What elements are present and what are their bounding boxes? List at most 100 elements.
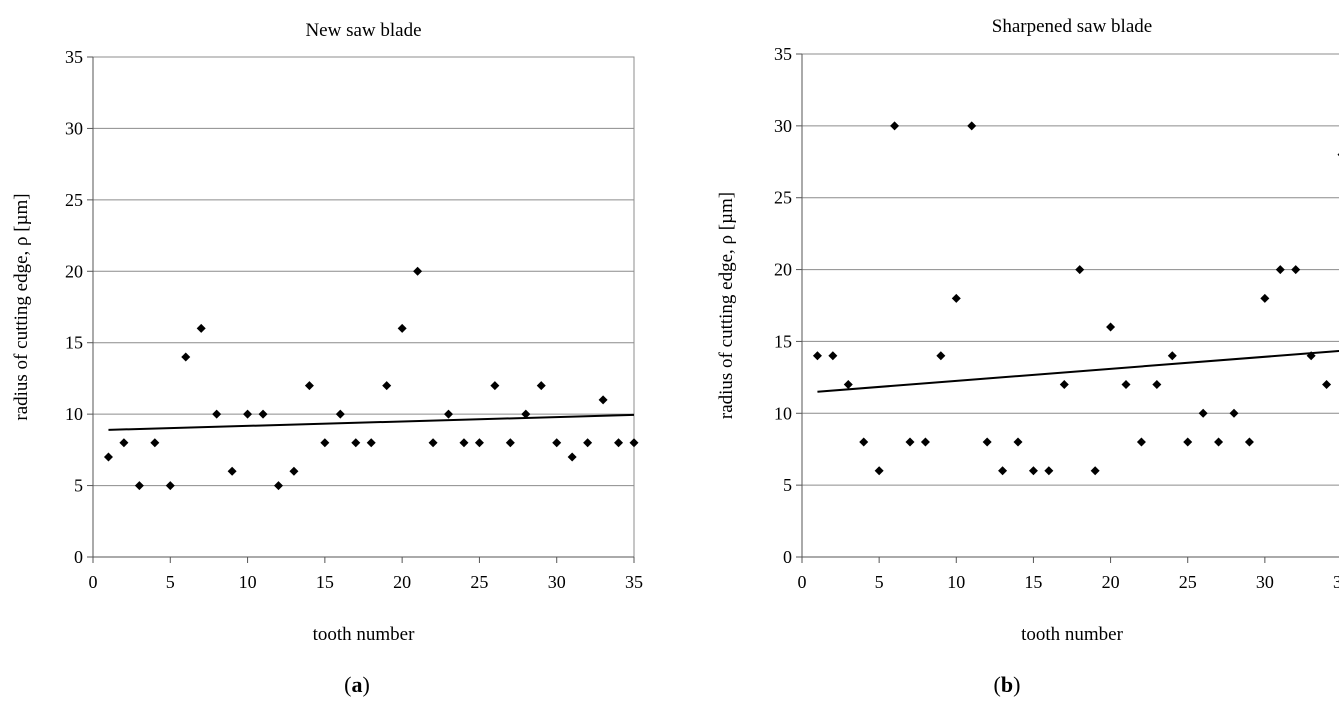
chart-a-data-point-16 — [335, 409, 345, 419]
chart-b-data-point-22 — [1136, 437, 1146, 447]
chart-a-y-tick-label: 5 — [74, 476, 83, 496]
chart-panel-a: 0 5 10 15 20 25 30 35 0 5 10 15 20 25 30 35 New saw blad… — [0, 0, 669, 716]
chart-b-data-point-30 — [1260, 293, 1270, 303]
chart-a-x-tick-label: 25 — [470, 572, 488, 592]
chart-b-data-point-27 — [1214, 437, 1224, 447]
chart-b-trendline — [817, 350, 1339, 393]
chart-a-data-point-3 — [134, 481, 144, 491]
chart-a-y-tick-label: 30 — [65, 118, 83, 138]
chart-b-data-point-18 — [1075, 265, 1085, 275]
chart-b-title: Sharpened saw blade — [992, 16, 1152, 37]
chart-a-data-point-23 — [444, 409, 454, 419]
chart-b-data-point-32 — [1291, 265, 1301, 275]
chart-a-data-point-6 — [181, 352, 191, 362]
chart-b-data-point-8 — [920, 437, 930, 447]
chart-b-data-point-23 — [1152, 380, 1162, 390]
chart-b-y-tick-label: 30 — [774, 116, 792, 136]
chart-a-data-point-17 — [351, 438, 361, 448]
chart-b-data-point-31 — [1275, 265, 1285, 275]
panel-letter-a: a — [351, 672, 363, 697]
chart-a-x-axis-label: tooth number — [313, 624, 416, 645]
chart-b-data-point-12 — [982, 437, 992, 447]
chart-b-x-tick-label: 10 — [947, 572, 965, 592]
chart-b-data-point-33 — [1306, 351, 1316, 361]
chart-b-data-point-14 — [1013, 437, 1023, 447]
scatter-chart-new-saw-blade: 0 5 10 15 20 25 30 35 0 5 10 15 20 25 30 35 New saw blad… — [11, 20, 643, 645]
chart-a-x-tick-label: 20 — [393, 572, 411, 592]
chart-b-data-point-34 — [1322, 380, 1332, 390]
chart-a-data-point-12 — [273, 481, 283, 491]
chart-b-data-point-16 — [1044, 466, 1054, 476]
chart-b-data-point-11 — [967, 121, 977, 131]
chart-b-data-point-21 — [1121, 380, 1131, 390]
chart-b-x-tick-label: 0 — [798, 572, 807, 592]
chart-b-y-tick-label: 35 — [774, 44, 792, 64]
chart-a-data-point-27 — [505, 438, 515, 448]
chart-a-data-point-34 — [614, 438, 624, 448]
chart-b-y-tick-label: 0 — [783, 547, 792, 567]
chart-a-data-point-33 — [598, 395, 608, 405]
chart-b-data-point-17 — [1059, 380, 1069, 390]
chart-b-data-point-19 — [1090, 466, 1100, 476]
chart-a-data-point-32 — [583, 438, 593, 448]
chart-b-y-tick-label: 15 — [774, 331, 792, 351]
chart-b-x-tick-label: 15 — [1024, 572, 1042, 592]
chart-a-y-tick-label: 0 — [74, 547, 83, 567]
chart-a-data-point-9 — [227, 466, 237, 476]
chart-b-data-point-1 — [812, 351, 822, 361]
chart-b-plot-frame — [801, 53, 1339, 558]
chart-b-data-point-10 — [951, 293, 961, 303]
chart-a-data-point-21 — [413, 266, 423, 276]
chart-a-data-point-29 — [536, 381, 546, 391]
chart-a-data-point-22 — [428, 438, 438, 448]
chart-b-data-point-6 — [890, 121, 900, 131]
chart-a-x-tick-label: 5 — [166, 572, 175, 592]
chart-b-data-point-15 — [1028, 466, 1038, 476]
chart-b-data-point-26 — [1198, 408, 1208, 418]
chart-a-y-tick-label: 25 — [65, 190, 83, 210]
chart-a-data-point-24 — [459, 438, 469, 448]
chart-b-y-tick-label: 20 — [774, 260, 792, 280]
chart-b-y-tick-label: 25 — [774, 188, 792, 208]
chart-a-data-point-31 — [567, 452, 577, 462]
chart-a-y-tick-label: 10 — [65, 404, 83, 424]
chart-a-x-tick-label: 35 — [625, 572, 643, 592]
chart-b-data-point-24 — [1167, 351, 1177, 361]
chart-a-data-point-11 — [258, 409, 268, 419]
chart-a-data-point-1 — [103, 452, 113, 462]
chart-a-plot-frame — [92, 56, 635, 558]
chart-b-data-point-13 — [998, 466, 1008, 476]
panel-letter-b: b — [1000, 672, 1014, 697]
chart-b-data-point-7 — [905, 437, 915, 447]
chart-a-data-point-15 — [320, 438, 330, 448]
chart-b-data-point-25 — [1183, 437, 1193, 447]
chart-b-data-point-28 — [1229, 408, 1239, 418]
scatter-chart-sharpened-saw-blade: 0 5 10 15 20 25 30 35 0 5 10 15 20 25 30 35 Sharpened sa… — [716, 16, 1339, 645]
chart-a-y-axis-label: radius of cutting edge, ρ [µm] — [11, 193, 32, 420]
chart-a-title: New saw blade — [305, 20, 421, 41]
chart-a-data-point-30 — [552, 438, 562, 448]
chart-b-x-tick-label: 20 — [1102, 572, 1120, 592]
chart-b-data-point-29 — [1244, 437, 1254, 447]
chart-b-data-point-3 — [843, 380, 853, 390]
chart-b-x-tick-label: 25 — [1179, 572, 1197, 592]
chart-b-x-tick-label: 30 — [1256, 572, 1274, 592]
chart-a-x-tick-label: 0 — [89, 572, 98, 592]
chart-a-data-point-35 — [629, 438, 639, 448]
chart-a-y-tick-label: 35 — [65, 47, 83, 67]
chart-b-data-point-9 — [936, 351, 946, 361]
chart-a-trendline — [108, 413, 635, 431]
chart-a-data-point-28 — [521, 409, 531, 419]
chart-a-data-point-19 — [382, 381, 392, 391]
chart-b-y-tick-label: 5 — [783, 475, 792, 495]
chart-b-data-point-20 — [1106, 322, 1116, 332]
chart-b-y-tick-label: 10 — [774, 403, 792, 423]
chart-a-x-tick-label: 10 — [239, 572, 257, 592]
chart-a-data-point-8 — [212, 409, 222, 419]
chart-a-data-point-7 — [196, 323, 206, 333]
chart-b-x-axis-label: tooth number — [1021, 624, 1124, 645]
chart-a-data-point-26 — [490, 381, 500, 391]
chart-b-x-tick-label: 5 — [875, 572, 884, 592]
chart-a-data-point-4 — [150, 438, 160, 448]
chart-b-x-tick-label: 35 — [1333, 572, 1339, 592]
